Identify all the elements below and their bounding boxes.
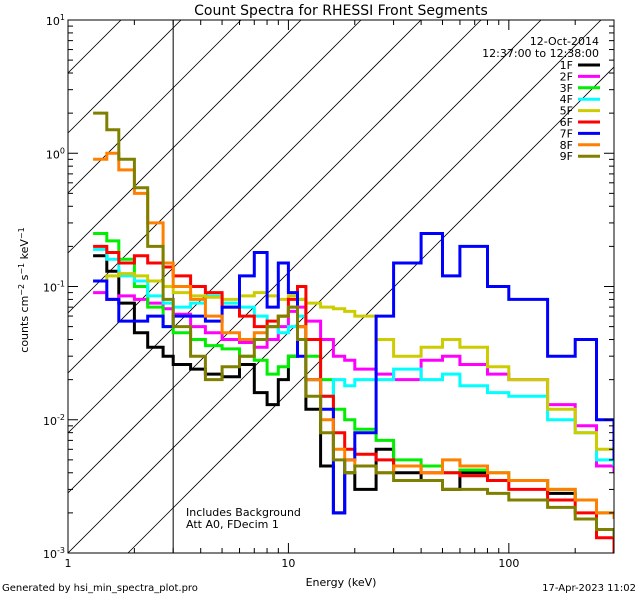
footer-timestamp: 17-Apr-2023 11:02 — [542, 583, 636, 594]
hatch-line — [68, 20, 362, 314]
x-tick-label: 1 — [65, 557, 72, 570]
series-line-4F — [93, 247, 614, 466]
x-tick-label: 10 — [281, 557, 295, 570]
legend-label-6F: 6F — [560, 116, 573, 129]
y-tick-label: 10-2 — [43, 413, 65, 428]
date-text: 12-Oct-2014 — [530, 35, 599, 48]
chart-title: Count Spectra for RHESSI Front Segments — [194, 3, 488, 19]
hatch-line — [68, 20, 422, 374]
hatch-line — [68, 20, 482, 434]
y-axis-label: counts cm−2 s−1 keV−1 — [17, 227, 31, 352]
hatch-line — [68, 20, 302, 254]
legend-label-5F: 5F — [560, 105, 573, 118]
series-line-6F — [93, 244, 614, 553]
annotation-attenuator: Att A0, FDecim 1 — [186, 518, 279, 531]
series-lines — [93, 111, 614, 553]
hatch-line — [68, 20, 602, 553]
y-tick-label: 100 — [46, 146, 65, 161]
hatch-line — [68, 20, 242, 194]
legend-label-2F: 2F — [560, 70, 573, 83]
hatch-line — [68, 20, 542, 494]
x-axis-label: Energy (keV) — [306, 576, 377, 589]
legend-label-9F: 9F — [560, 150, 573, 163]
series-line-9F — [93, 111, 614, 538]
time-range-text: 12:37:00 to 12:38:00 — [482, 47, 599, 60]
hatch-line — [68, 20, 182, 134]
axes: 1 10 100 10-3 10-2 10-1 100 101 — [43, 13, 615, 570]
annotation-background: Includes Background — [186, 506, 301, 519]
y-tick-label: 10-3 — [43, 546, 65, 561]
legend-label-1F: 1F — [560, 59, 573, 72]
series-line-8F — [93, 151, 614, 519]
y-tick-label: 101 — [46, 13, 65, 28]
legend-label-8F: 8F — [560, 139, 573, 152]
legend-label-4F: 4F — [560, 93, 573, 106]
y-tick-label: 10-1 — [43, 280, 65, 295]
hatched-region — [68, 20, 614, 553]
x-tick-label: 100 — [498, 557, 519, 570]
legend-label-3F: 3F — [560, 82, 573, 95]
footer-generated-by: Generated by hsi_min_spectra_plot.pro — [2, 583, 198, 594]
hatch-line — [127, 66, 614, 553]
legend-label-7F: 7F — [560, 127, 573, 140]
